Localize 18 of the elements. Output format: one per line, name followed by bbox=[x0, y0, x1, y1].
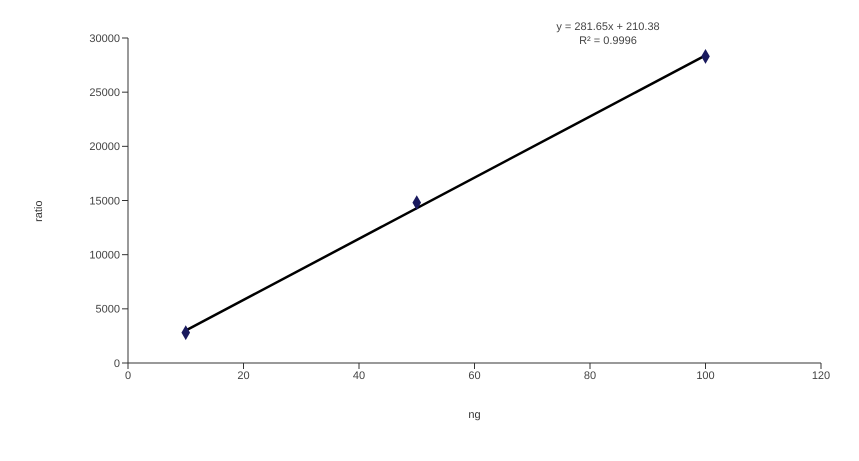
x-tick-label: 100 bbox=[696, 370, 715, 382]
y-tick-label: 5000 bbox=[96, 304, 120, 316]
x-tick-label: 0 bbox=[124, 370, 132, 382]
text: y = 281.65x + 210.38 bbox=[556, 21, 660, 33]
annotation: R² = 0.9996 bbox=[579, 35, 637, 47]
y-tick-label: 15000 bbox=[89, 195, 120, 208]
x-tick-label: 20 bbox=[237, 370, 250, 382]
x-tick-label: 60 bbox=[468, 370, 481, 382]
y-tick-label: 20000 bbox=[89, 141, 120, 154]
y-tick-label: 30000 bbox=[89, 32, 120, 45]
x-tick-label: 40 bbox=[352, 370, 366, 382]
x-tick-label: 120 bbox=[812, 370, 830, 382]
y-tick-label: 10000 bbox=[89, 250, 120, 262]
y-axis-title: ratio bbox=[32, 200, 45, 222]
y-tick-label: 25000 bbox=[89, 87, 120, 100]
x-axis-title: ng bbox=[468, 409, 481, 421]
x-tick-label: 80 bbox=[584, 370, 596, 382]
y-tick-label: 0 bbox=[114, 358, 120, 370]
